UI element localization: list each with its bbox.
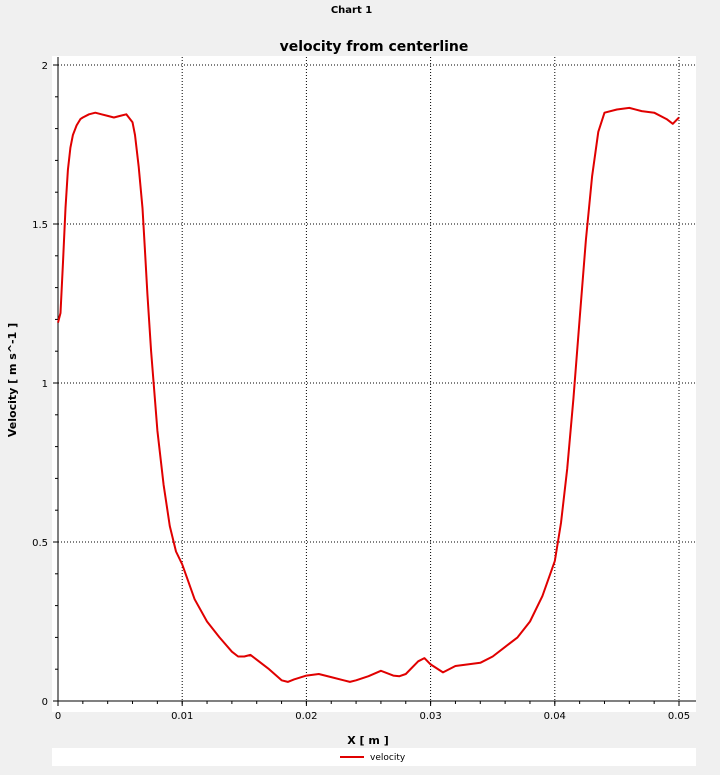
x-tick-label: 0.02 <box>295 711 317 722</box>
window-title: Chart 1 <box>330 5 373 16</box>
y-tick-label: 2 <box>42 61 48 72</box>
x-ticks: 0 0.01 0.02 0.03 0.04 0.05 <box>55 701 690 722</box>
x-tick-label: 0.03 <box>419 711 441 722</box>
x-tick-label: 0.05 <box>668 711 690 722</box>
y-tick-label: 1.5 <box>32 220 48 231</box>
legend-label: velocity <box>370 753 406 763</box>
y-tick-label: 1 <box>42 379 48 390</box>
x-tick-label: 0.04 <box>544 711 566 722</box>
y-ticks: 0 0.5 1 1.5 2 <box>32 61 58 708</box>
x-tick-label: 0 <box>55 711 61 722</box>
y-tick-label: 0 <box>42 697 48 708</box>
series-line-velocity <box>57 106 680 683</box>
legend-box <box>52 748 696 766</box>
y-tick-label: 0.5 <box>32 538 48 549</box>
x-tick-label: 0.01 <box>171 711 193 722</box>
chart-title: velocity from centerline <box>280 39 469 55</box>
series-group <box>57 106 680 683</box>
plot-area <box>52 56 696 712</box>
y-axis-title: Velocity [ m s^-1 ] <box>6 323 19 437</box>
axes <box>53 57 696 706</box>
x-axis-title: X [ m ] <box>347 734 389 747</box>
